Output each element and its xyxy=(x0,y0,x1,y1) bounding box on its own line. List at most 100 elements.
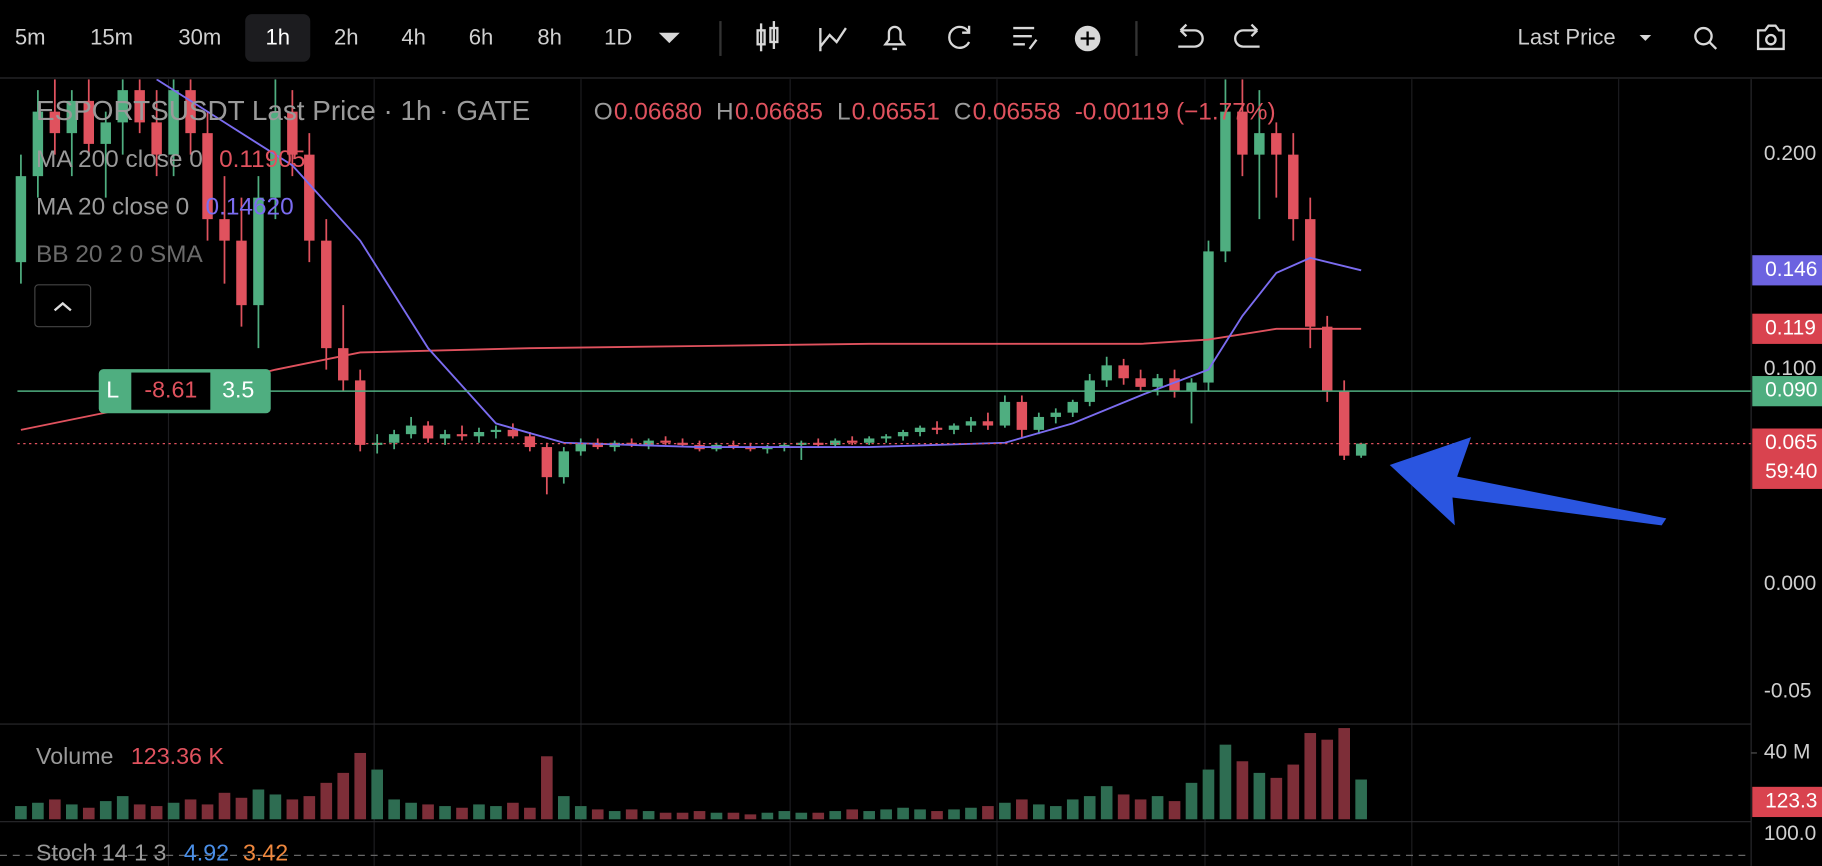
price-tag-text: 0.119 xyxy=(1765,316,1816,339)
template-icon[interactable] xyxy=(1013,26,1038,50)
candle-body xyxy=(117,90,128,123)
volume-bar xyxy=(337,772,350,820)
candle-icon[interactable] xyxy=(756,21,779,52)
volume-bar xyxy=(744,814,757,820)
volume-bar xyxy=(303,796,316,820)
candle-body xyxy=(338,348,349,381)
indicator-name: MA 200 close 0 xyxy=(36,146,203,173)
volume-bar xyxy=(286,799,299,820)
volume-bar xyxy=(524,807,536,820)
candle-body xyxy=(863,438,875,443)
toolbar: 5m 15m 30m 1h 2h 4h 6h 8h 1D Last Price xyxy=(15,24,1616,49)
candle-body xyxy=(1067,401,1078,413)
interval-button[interactable]: 2h xyxy=(334,24,359,49)
candle-body xyxy=(236,240,247,306)
volume-bar xyxy=(591,809,604,820)
volume-bar xyxy=(863,811,875,820)
candle-body xyxy=(456,434,468,437)
position-side: L xyxy=(106,376,119,402)
redo-icon[interactable] xyxy=(1234,23,1260,48)
price-tag-text: 0.090 xyxy=(1765,379,1817,402)
candle-body xyxy=(83,100,95,144)
ohlc-key: O xyxy=(594,98,613,125)
candle-body xyxy=(660,440,671,443)
candle-body xyxy=(1338,391,1350,456)
volume-bar xyxy=(1287,764,1300,820)
volume-bar xyxy=(846,809,859,820)
candle-body xyxy=(897,432,909,437)
candle-body xyxy=(100,122,111,144)
candle-body xyxy=(575,442,586,452)
candle-body xyxy=(202,133,213,220)
price-type[interactable]: Last Price xyxy=(1518,24,1616,49)
volume-bar xyxy=(422,804,434,820)
position-pnl: -8.61 xyxy=(144,376,197,402)
volume-bar xyxy=(829,811,842,820)
interval-button[interactable]: 5m xyxy=(15,24,46,49)
volume-bar xyxy=(1321,739,1334,820)
ohlc-value: 0.06680 xyxy=(614,98,702,125)
volume-bar xyxy=(320,782,333,820)
replay-icon[interactable] xyxy=(948,25,971,49)
volume-bar xyxy=(66,804,78,820)
volume-bar xyxy=(880,809,892,820)
volume-bar xyxy=(812,812,825,820)
camera-icon[interactable] xyxy=(1756,24,1785,51)
undo-icon[interactable] xyxy=(1178,23,1204,48)
alert-icon[interactable] xyxy=(883,25,907,51)
volume-bar xyxy=(557,796,570,820)
y-tick-label: 0.100 xyxy=(1764,357,1816,380)
volume-bar xyxy=(116,796,129,820)
dropdown-arrow[interactable] xyxy=(658,32,680,44)
candle-body xyxy=(965,421,977,426)
candle-body xyxy=(1271,133,1282,155)
interval-button[interactable]: 6h xyxy=(469,24,494,49)
volume-bar xyxy=(456,807,468,820)
volume-bar xyxy=(150,806,163,820)
volume-bar xyxy=(252,789,265,820)
collapse-chevron xyxy=(53,301,72,312)
search-icon[interactable] xyxy=(1694,26,1713,46)
interval-button[interactable]: 4h xyxy=(401,24,426,49)
stoch-label: Stoch 14 1 3 xyxy=(36,839,166,865)
candle-body xyxy=(168,90,179,155)
candle-body xyxy=(371,442,383,445)
indicator-icon[interactable] xyxy=(819,27,847,52)
volume-bar xyxy=(710,812,723,820)
price-tag-text: 0.146 xyxy=(1765,258,1817,281)
interval-button[interactable]: 8h xyxy=(537,24,562,49)
interval-button[interactable]: 30m xyxy=(178,24,221,49)
price-tag-text: 0.065 xyxy=(1765,431,1817,454)
volume-bar xyxy=(1270,777,1283,820)
candle-body xyxy=(1135,378,1146,387)
volume-bar xyxy=(405,802,417,820)
volume-bar xyxy=(32,802,44,820)
volume-bar xyxy=(965,807,977,820)
volume-bar xyxy=(1338,728,1350,820)
interval-button[interactable]: 1D xyxy=(604,24,632,49)
interval-button[interactable]: 15m xyxy=(90,24,133,49)
volume-last: 123.36 K xyxy=(131,743,224,769)
candle-body xyxy=(762,447,773,450)
volume-bar xyxy=(439,806,451,820)
volume-bar xyxy=(1151,796,1164,820)
volume-bar xyxy=(1304,733,1317,820)
candle-body xyxy=(32,111,44,177)
volume-bar xyxy=(49,799,61,820)
volume-bar xyxy=(1355,779,1367,820)
candle-body xyxy=(592,442,603,448)
volume-tag-text: 123.3 xyxy=(1765,789,1817,812)
candle-body xyxy=(422,425,434,439)
candle-body xyxy=(287,111,298,155)
candle-body xyxy=(1050,412,1062,417)
interval-button[interactable]: 1h xyxy=(265,24,290,49)
candle-body xyxy=(677,442,688,445)
ma20-line xyxy=(156,79,1362,448)
indicator-value: 0.11905 xyxy=(219,146,305,173)
stoch-top: 100.0 xyxy=(1764,822,1816,845)
volume-bar xyxy=(507,802,519,820)
price-type-arrow[interactable] xyxy=(1639,35,1652,41)
active-interval-bg xyxy=(245,14,311,62)
collapse-button[interactable] xyxy=(34,284,92,328)
